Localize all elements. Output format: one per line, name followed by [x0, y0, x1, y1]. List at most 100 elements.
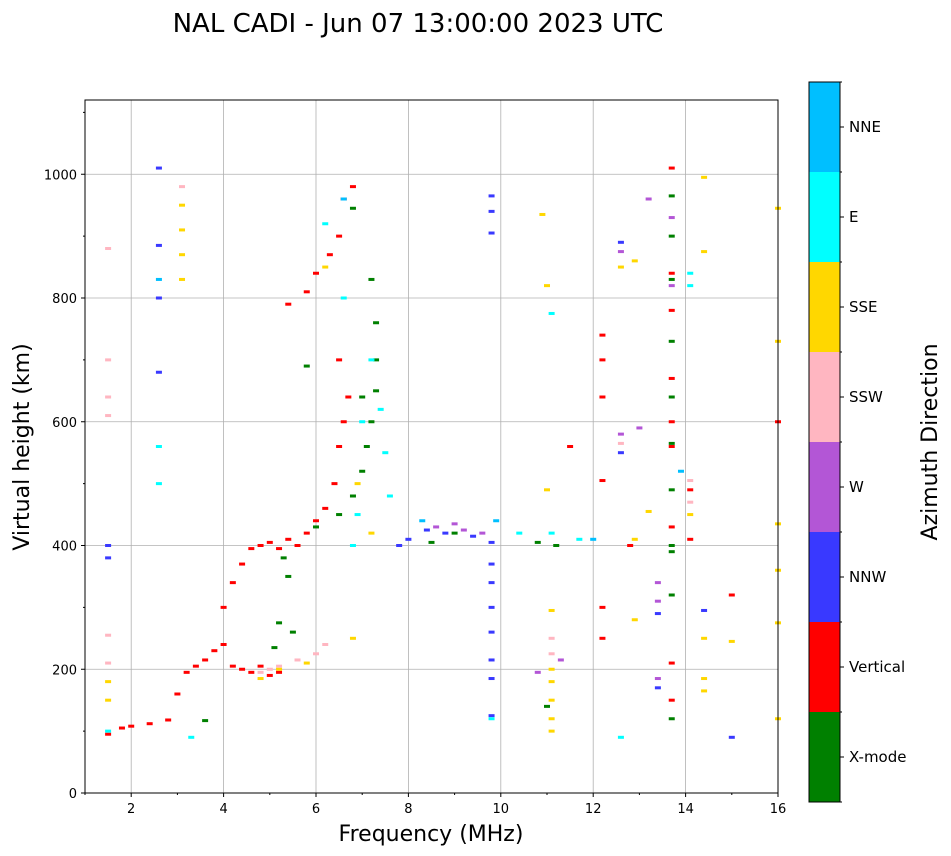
- data-point: [617, 432, 624, 436]
- data-point: [313, 271, 319, 275]
- data-point: [359, 420, 366, 424]
- data-point: [257, 677, 264, 681]
- colorbar-segment: [809, 262, 840, 352]
- data-point: [470, 534, 477, 538]
- data-point: [701, 689, 708, 693]
- data-point: [668, 166, 675, 170]
- data-point: [155, 296, 162, 300]
- data-point: [174, 692, 181, 696]
- data-point: [599, 636, 606, 640]
- data-point: [368, 277, 375, 281]
- colorbar-tick-label: E: [849, 208, 858, 226]
- data-point: [654, 599, 661, 603]
- data-point: [340, 296, 347, 300]
- data-point: [340, 197, 347, 201]
- data-point: [105, 729, 112, 733]
- data-point: [701, 608, 708, 612]
- data-point: [179, 185, 186, 189]
- series-nnw: [105, 166, 735, 739]
- colorbar-frame: [808, 81, 841, 803]
- data-point: [677, 469, 684, 473]
- data-point: [701, 636, 708, 640]
- data-point: [668, 234, 675, 238]
- data-point: [373, 389, 380, 393]
- colorbar-tick-label: NNE: [849, 118, 881, 136]
- data-point: [479, 531, 486, 535]
- data-point: [322, 265, 329, 269]
- data-point: [488, 630, 495, 634]
- data-point: [548, 667, 555, 671]
- colorbar-segment: [809, 532, 840, 622]
- colorbar-segment: [809, 172, 840, 262]
- data-point: [654, 677, 661, 681]
- data-point: [668, 698, 675, 702]
- data-point: [701, 250, 708, 254]
- data-point: [534, 670, 541, 674]
- data-point: [668, 717, 675, 721]
- data-point: [373, 321, 380, 325]
- y-tick-label: 200: [52, 663, 77, 678]
- data-point: [266, 673, 273, 677]
- data-point: [354, 513, 361, 517]
- y-tick-label: 1000: [44, 168, 77, 183]
- data-point: [377, 407, 384, 411]
- y-tick-label: 800: [52, 292, 77, 307]
- data-point: [313, 525, 319, 529]
- data-point: [451, 531, 458, 535]
- data-point: [368, 531, 375, 535]
- x-tick-label: 12: [585, 802, 602, 817]
- data-point: [687, 479, 694, 483]
- data-point: [668, 271, 675, 275]
- data-point: [687, 500, 694, 504]
- y-axis-label: Virtual height (km): [10, 343, 35, 550]
- colorbar-tick-label: SSE: [849, 298, 878, 316]
- data-points: [105, 166, 781, 739]
- data-point: [202, 658, 209, 662]
- data-point: [668, 395, 675, 399]
- data-point: [553, 544, 560, 547]
- colorbar-segment: [809, 442, 840, 532]
- data-point: [105, 395, 112, 399]
- data-point: [257, 544, 264, 547]
- y-axis-ticks: 0 200 400 600 800 1000: [44, 111, 85, 802]
- data-point: [599, 479, 606, 483]
- data-point: [654, 581, 661, 585]
- data-point: [188, 735, 195, 739]
- data-point: [599, 395, 606, 399]
- data-point: [668, 661, 675, 665]
- data-point: [285, 537, 292, 541]
- data-point: [544, 704, 550, 708]
- data-point: [105, 247, 112, 250]
- data-point: [590, 537, 597, 541]
- data-point: [687, 271, 694, 275]
- colorbar-segment: [809, 82, 840, 172]
- data-point: [539, 212, 546, 216]
- data-point: [322, 222, 329, 226]
- data-point: [202, 719, 209, 723]
- data-point: [567, 445, 574, 448]
- data-point: [336, 234, 343, 238]
- data-point: [488, 581, 495, 585]
- data-point: [155, 445, 162, 448]
- data-point: [220, 605, 227, 609]
- data-point: [488, 658, 495, 662]
- data-point: [354, 482, 361, 486]
- data-point: [105, 633, 112, 637]
- data-point: [728, 735, 735, 739]
- data-point: [382, 451, 389, 455]
- grid-lines: [85, 100, 779, 794]
- data-point: [368, 420, 375, 424]
- data-point: [488, 562, 495, 566]
- data-point: [668, 308, 675, 312]
- data-point: [548, 729, 555, 733]
- data-point: [451, 522, 458, 526]
- data-point: [405, 537, 412, 541]
- data-point: [548, 636, 555, 640]
- data-point: [423, 528, 430, 532]
- x-axis-label: Frequency (MHz): [339, 822, 524, 847]
- data-point: [488, 714, 495, 718]
- data-point: [668, 544, 675, 547]
- data-point: [534, 540, 541, 544]
- data-point: [599, 605, 606, 609]
- colorbar-tick-label: SSW: [849, 388, 883, 406]
